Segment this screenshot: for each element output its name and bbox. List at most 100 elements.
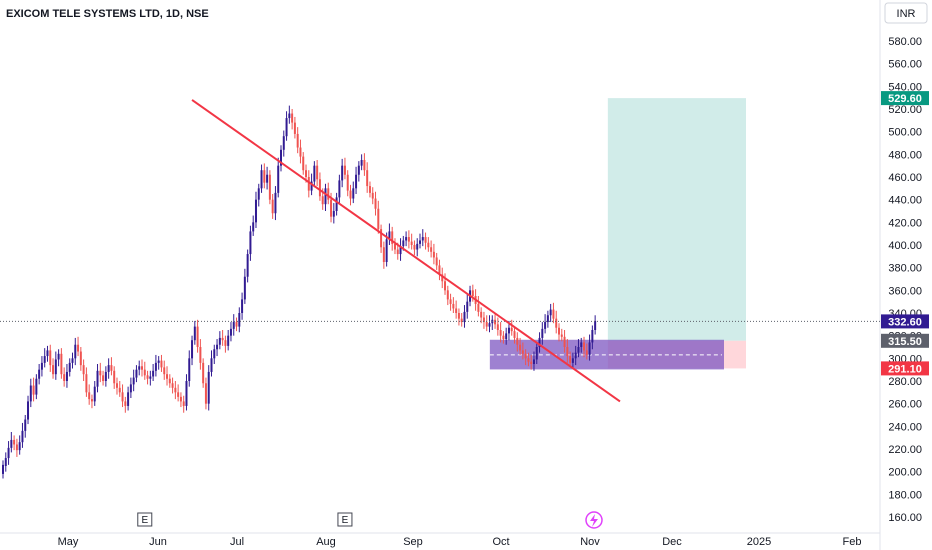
- candle-body: [477, 303, 480, 312]
- candle-body: [110, 365, 113, 371]
- candle-body: [421, 237, 424, 241]
- price-tags: 529.60 332.60 315.50 291.10: [881, 91, 929, 376]
- candle-body: [46, 350, 49, 357]
- candle-body: [43, 356, 46, 363]
- candle-body: [552, 309, 555, 319]
- candle-body: [288, 113, 291, 119]
- candle-body: [452, 303, 455, 309]
- candle-body: [435, 257, 438, 266]
- candle-body: [241, 299, 244, 313]
- candle-body: [444, 281, 447, 291]
- price-tag-label: 529.60: [888, 93, 922, 105]
- candle-body: [57, 353, 60, 360]
- candle-body: [13, 439, 16, 445]
- candle-body: [18, 442, 21, 451]
- candle-body: [193, 326, 196, 341]
- candle-body: [207, 371, 210, 404]
- candle-body: [160, 360, 163, 368]
- y-tick-label: 280.00: [888, 376, 922, 388]
- candle-body: [52, 365, 55, 375]
- candle-body: [563, 336, 566, 347]
- candle-body: [168, 378, 171, 384]
- candle-body: [499, 330, 502, 336]
- candle-body: [2, 464, 4, 474]
- candle-body: [216, 344, 219, 350]
- candle-body: [277, 165, 280, 193]
- candle-body: [249, 231, 252, 255]
- candle-body: [243, 276, 246, 300]
- candle-body: [307, 177, 310, 191]
- candle-body: [35, 378, 38, 395]
- candle-body: [419, 240, 421, 244]
- candle-body: [82, 365, 85, 375]
- y-tick-label: 580.00: [888, 36, 922, 48]
- candle-body: [546, 315, 549, 323]
- candle-body: [585, 350, 588, 355]
- candle-body: [127, 392, 130, 406]
- candle-body: [407, 237, 410, 242]
- candle-body: [535, 347, 538, 360]
- candle-body: [527, 358, 530, 362]
- candle-body: [324, 188, 327, 205]
- candle-body: [558, 327, 560, 335]
- candle-body: [266, 174, 269, 183]
- candle-body: [191, 340, 194, 359]
- candle-body: [416, 243, 419, 250]
- candle-body: [485, 322, 488, 327]
- candle-body: [107, 365, 110, 372]
- candle-body: [513, 331, 516, 338]
- candle-body: [118, 387, 121, 393]
- y-tick-label: 380.00: [888, 263, 922, 275]
- candle-body: [38, 369, 41, 379]
- candle-body: [263, 170, 266, 183]
- flash-icon[interactable]: [585, 511, 603, 529]
- currency-selector[interactable]: INR: [884, 2, 928, 24]
- candle-body: [152, 370, 155, 377]
- profit-zone[interactable]: [607, 98, 746, 341]
- candle-body: [538, 337, 541, 347]
- candle-body: [399, 246, 402, 255]
- candle-body: [338, 180, 341, 198]
- candle-body: [310, 181, 313, 191]
- candle-body: [494, 319, 497, 325]
- candle-body: [254, 199, 257, 223]
- y-tick-label: 520.00: [888, 104, 922, 116]
- candle-body: [282, 136, 285, 150]
- candle-body: [221, 337, 224, 341]
- candle-body: [10, 439, 13, 448]
- candle-body: [393, 243, 396, 250]
- candle-body: [532, 359, 535, 364]
- candle-body: [402, 240, 405, 247]
- candle-body: [71, 358, 74, 363]
- candle-body: [302, 156, 305, 171]
- x-tick-label: Jun: [149, 536, 167, 548]
- price-tag-label: 315.50: [888, 336, 922, 348]
- candle-body: [330, 199, 333, 217]
- candle-body: [413, 245, 416, 250]
- candle-body: [449, 299, 452, 304]
- candle-body: [185, 381, 188, 406]
- candle-body: [594, 320, 597, 330]
- candle-body: [163, 367, 166, 375]
- candle-body: [93, 386, 96, 402]
- candle-body: [566, 347, 569, 357]
- earnings-marker[interactable]: [137, 512, 153, 527]
- candle-body: [591, 330, 594, 343]
- candle-body: [507, 327, 510, 334]
- x-tick-label: Jul: [230, 536, 244, 548]
- earnings-marker-label: E: [141, 515, 148, 526]
- candle-body: [488, 323, 491, 327]
- candle-body: [179, 396, 182, 402]
- y-tick-label: 460.00: [888, 172, 922, 184]
- candle-body: [510, 327, 513, 332]
- earnings-marker[interactable]: [337, 512, 353, 527]
- candle-body: [321, 196, 324, 205]
- trendline[interactable]: [191, 99, 621, 403]
- candle-body: [549, 309, 552, 316]
- y-tick-label: 480.00: [888, 149, 922, 161]
- candle-body: [7, 447, 10, 459]
- chart-title: EXICOM TELE SYSTEMS LTD, 1D, NSE: [6, 8, 209, 20]
- y-tick-label: 560.00: [888, 59, 922, 71]
- y-tick-label: 500.00: [888, 127, 922, 139]
